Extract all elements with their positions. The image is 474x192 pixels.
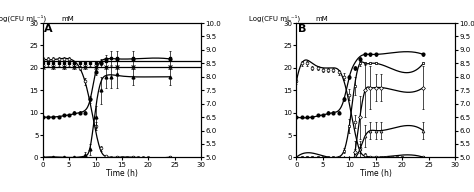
- Text: Log(CFU mL⁻¹): Log(CFU mL⁻¹): [0, 14, 46, 22]
- Text: mM: mM: [62, 16, 74, 22]
- Text: B: B: [298, 24, 306, 34]
- Text: A: A: [44, 24, 53, 34]
- X-axis label: Time (h): Time (h): [360, 169, 392, 178]
- Text: Log(CFU mL⁻¹): Log(CFU mL⁻¹): [249, 14, 300, 22]
- X-axis label: Time (h): Time (h): [106, 169, 138, 178]
- Text: mM: mM: [316, 16, 328, 22]
